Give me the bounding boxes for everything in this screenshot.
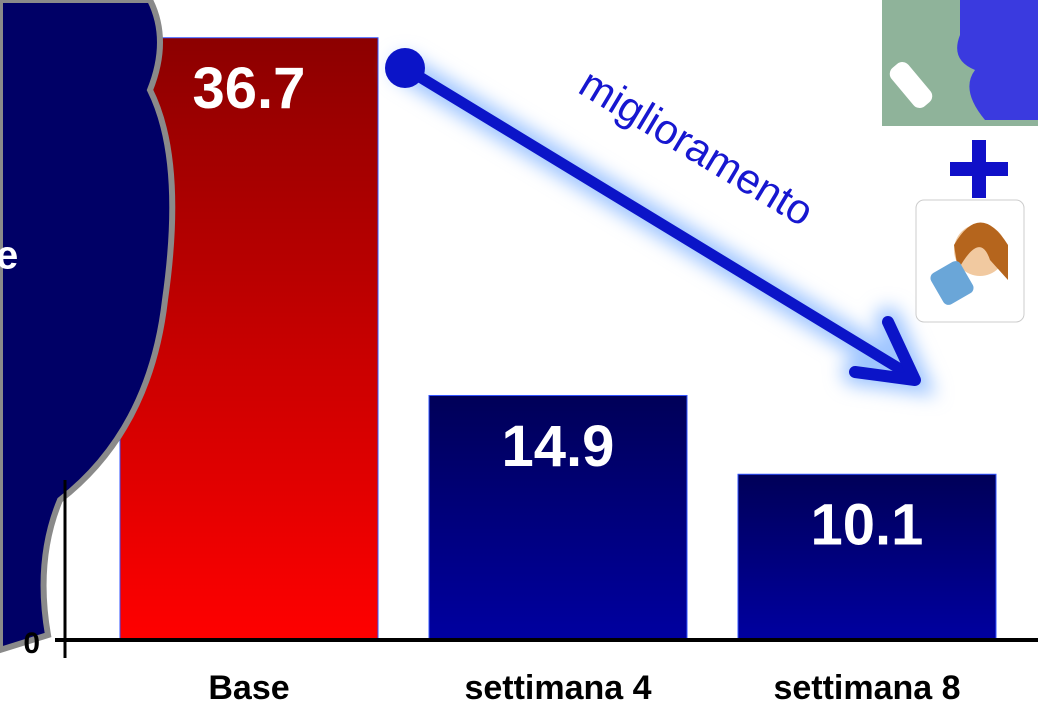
- nasal-spray-icon: [882, 0, 1038, 126]
- bar: [737, 473, 997, 641]
- plus-icon: [950, 140, 1008, 198]
- annotation: miglioramento: [572, 59, 822, 235]
- callout-cloud: [0, 0, 176, 654]
- bar: [428, 394, 688, 641]
- callout-text: e: [0, 234, 18, 278]
- improvement-arrow: [385, 48, 937, 396]
- x-tick-label: settimana 8: [773, 669, 960, 707]
- x-tick-label: settimana 4: [464, 669, 651, 707]
- y-tick-label: 0: [23, 627, 40, 660]
- value-label: 36.7: [193, 56, 306, 121]
- value-label: 14.9: [502, 414, 615, 479]
- inhaler-icon: [915, 199, 1025, 323]
- value-label: 10.1: [811, 493, 924, 558]
- axes: Base settimana 4 settimana 8 0: [23, 480, 1038, 707]
- bars: 36.7 14.9 10.1: [119, 37, 997, 641]
- x-tick-label: Base: [208, 669, 289, 707]
